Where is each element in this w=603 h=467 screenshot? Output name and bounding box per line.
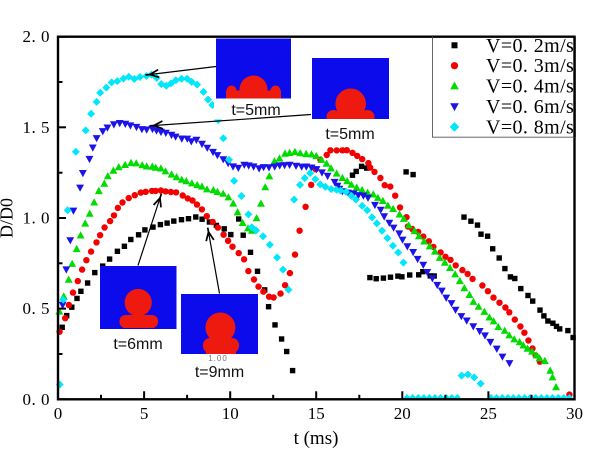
svg-text:V=0. 8m/s: V=0. 8m/s bbox=[486, 116, 574, 138]
svg-text:20: 20 bbox=[394, 404, 411, 423]
svg-text:t (ms): t (ms) bbox=[294, 428, 339, 449]
svg-text:t=9mm: t=9mm bbox=[195, 364, 244, 381]
svg-text:15: 15 bbox=[308, 404, 325, 423]
svg-text:10: 10 bbox=[222, 404, 239, 423]
svg-text:V=0. 4m/s: V=0. 4m/s bbox=[486, 76, 574, 98]
svg-text:1. 5: 1. 5 bbox=[23, 118, 51, 137]
svg-text:25: 25 bbox=[480, 404, 497, 423]
svg-text:2. 0: 2. 0 bbox=[23, 27, 51, 46]
svg-text:V=0. 6m/s: V=0. 6m/s bbox=[486, 96, 574, 118]
svg-text:0: 0 bbox=[54, 404, 63, 423]
svg-text:0. 0: 0. 0 bbox=[23, 390, 51, 409]
svg-text:1. 0: 1. 0 bbox=[23, 209, 51, 228]
svg-text:t=5mm: t=5mm bbox=[231, 102, 280, 119]
svg-text:V=0. 3m/s: V=0. 3m/s bbox=[486, 55, 574, 77]
svg-text:t=5mm: t=5mm bbox=[325, 126, 374, 143]
svg-text:5: 5 bbox=[140, 404, 149, 423]
svg-text:t=6mm: t=6mm bbox=[113, 336, 162, 353]
svg-text:1.00: 1.00 bbox=[208, 354, 228, 363]
svg-text:V=0. 2m/s: V=0. 2m/s bbox=[486, 35, 574, 57]
svg-text:30: 30 bbox=[566, 404, 583, 423]
svg-text:D/D0: D/D0 bbox=[0, 198, 17, 238]
svg-text:0. 5: 0. 5 bbox=[23, 299, 51, 318]
